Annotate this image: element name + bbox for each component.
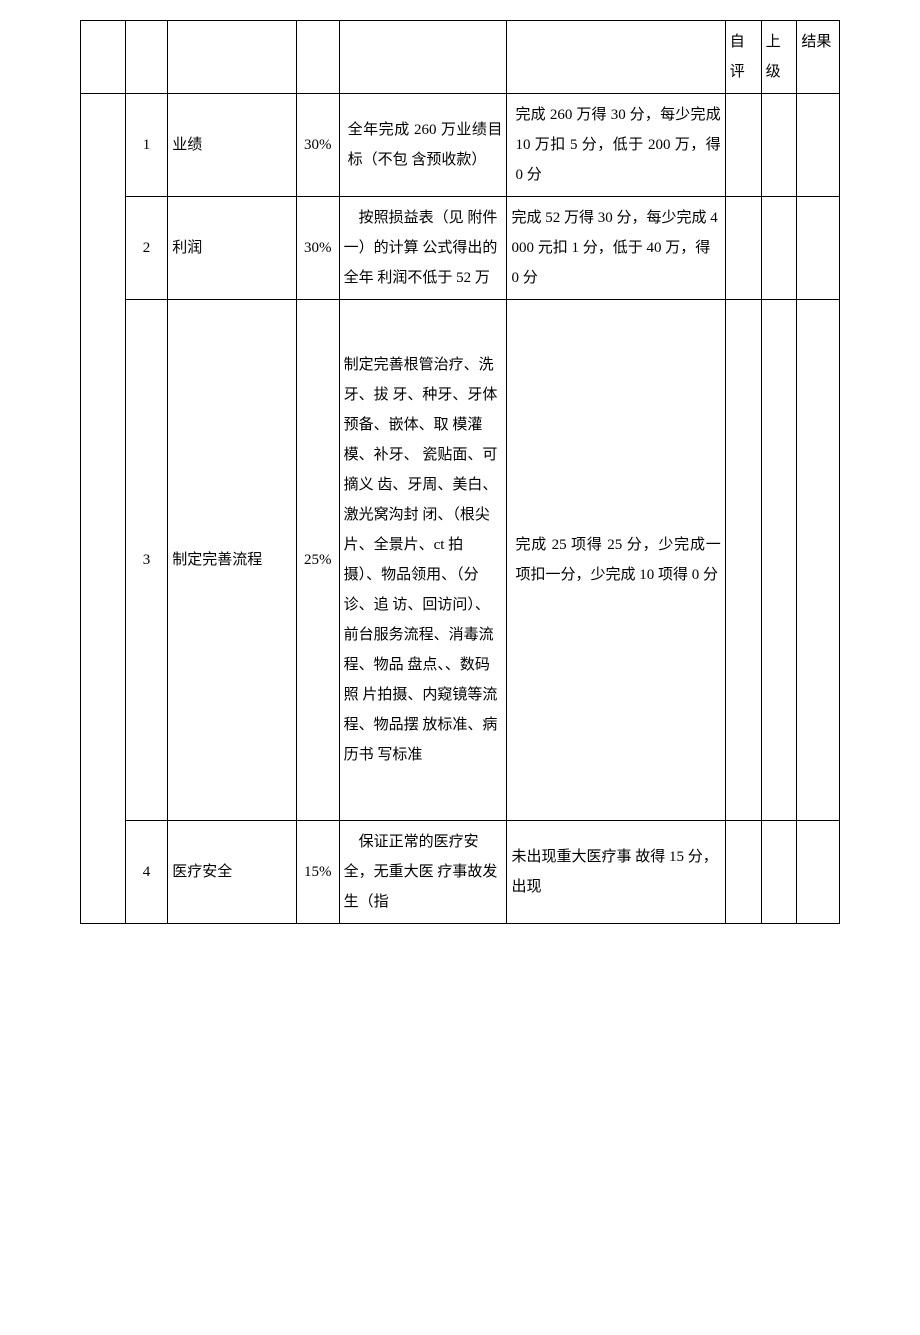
row-standard: 完成 260 万得 30 分，每少完成 10 万扣 5 分，低于 200 万，得… [507, 94, 725, 197]
row-weight: 30% [297, 197, 340, 300]
header-super: 上级 [761, 21, 797, 94]
row-num: 4 [125, 821, 168, 924]
row-num: 2 [125, 197, 168, 300]
row-target: 全年完成 260 万业绩目标（不包 含预收款） [339, 94, 507, 197]
row-self [725, 197, 761, 300]
row-num: 3 [125, 300, 168, 821]
row-super [761, 821, 797, 924]
header-self: 自评 [725, 21, 761, 94]
header-result: 结果 [797, 21, 840, 94]
row-weight: 30% [297, 94, 340, 197]
row-self [725, 300, 761, 821]
table-row: 2 利润 30% 按照损益表（见 附件一）的计算 公式得出的全年 利润不低于 5… [81, 197, 840, 300]
table-row: 3 制定完善流程 25% 制定完善根管治疗、洗牙、拔 牙、种牙、牙体 预备、嵌体… [81, 300, 840, 821]
row-spacer [81, 94, 126, 924]
header-target [339, 21, 507, 94]
row-item: 制定完善流程 [168, 300, 297, 821]
row-standard: 完成 25 项得 25 分，少完成一项扣一分，少完成 10 项得 0 分 [507, 300, 725, 821]
row-num: 1 [125, 94, 168, 197]
row-weight: 25% [297, 300, 340, 821]
row-self [725, 94, 761, 197]
evaluation-table: 自评 上级 结果 1 业绩 30% 全年完成 260 万业绩目标（不包 含预收款… [80, 20, 840, 924]
row-weight: 15% [297, 821, 340, 924]
header-standard [507, 21, 725, 94]
row-result [797, 300, 840, 821]
header-item [168, 21, 297, 94]
table-header-row: 自评 上级 结果 [81, 21, 840, 94]
header-num [125, 21, 168, 94]
row-result [797, 94, 840, 197]
evaluation-table-container: 自评 上级 结果 1 业绩 30% 全年完成 260 万业绩目标（不包 含预收款… [80, 20, 840, 924]
header-weight [297, 21, 340, 94]
table-row: 4 医疗安全 15% 保证正常的医疗安全，无重大医 疗事故发生（指 未出现重大医… [81, 821, 840, 924]
row-result [797, 821, 840, 924]
row-super [761, 300, 797, 821]
row-target: 保证正常的医疗安全，无重大医 疗事故发生（指 [339, 821, 507, 924]
header-spacer [81, 21, 126, 94]
row-standard: 完成 52 万得 30 分，每少完成 4000 元扣 1 分，低于 40 万，得… [507, 197, 725, 300]
row-result [797, 197, 840, 300]
row-item: 医疗安全 [168, 821, 297, 924]
row-standard: 未出现重大医疗事 故得 15 分，出现 [507, 821, 725, 924]
row-item: 业绩 [168, 94, 297, 197]
row-self [725, 821, 761, 924]
row-item: 利润 [168, 197, 297, 300]
table-row: 1 业绩 30% 全年完成 260 万业绩目标（不包 含预收款） 完成 260 … [81, 94, 840, 197]
row-target: 制定完善根管治疗、洗牙、拔 牙、种牙、牙体 预备、嵌体、取 模灌模、补牙、 瓷贴… [339, 300, 507, 821]
row-target: 按照损益表（见 附件一）的计算 公式得出的全年 利润不低于 52 万 [339, 197, 507, 300]
row-super [761, 94, 797, 197]
row-super [761, 197, 797, 300]
